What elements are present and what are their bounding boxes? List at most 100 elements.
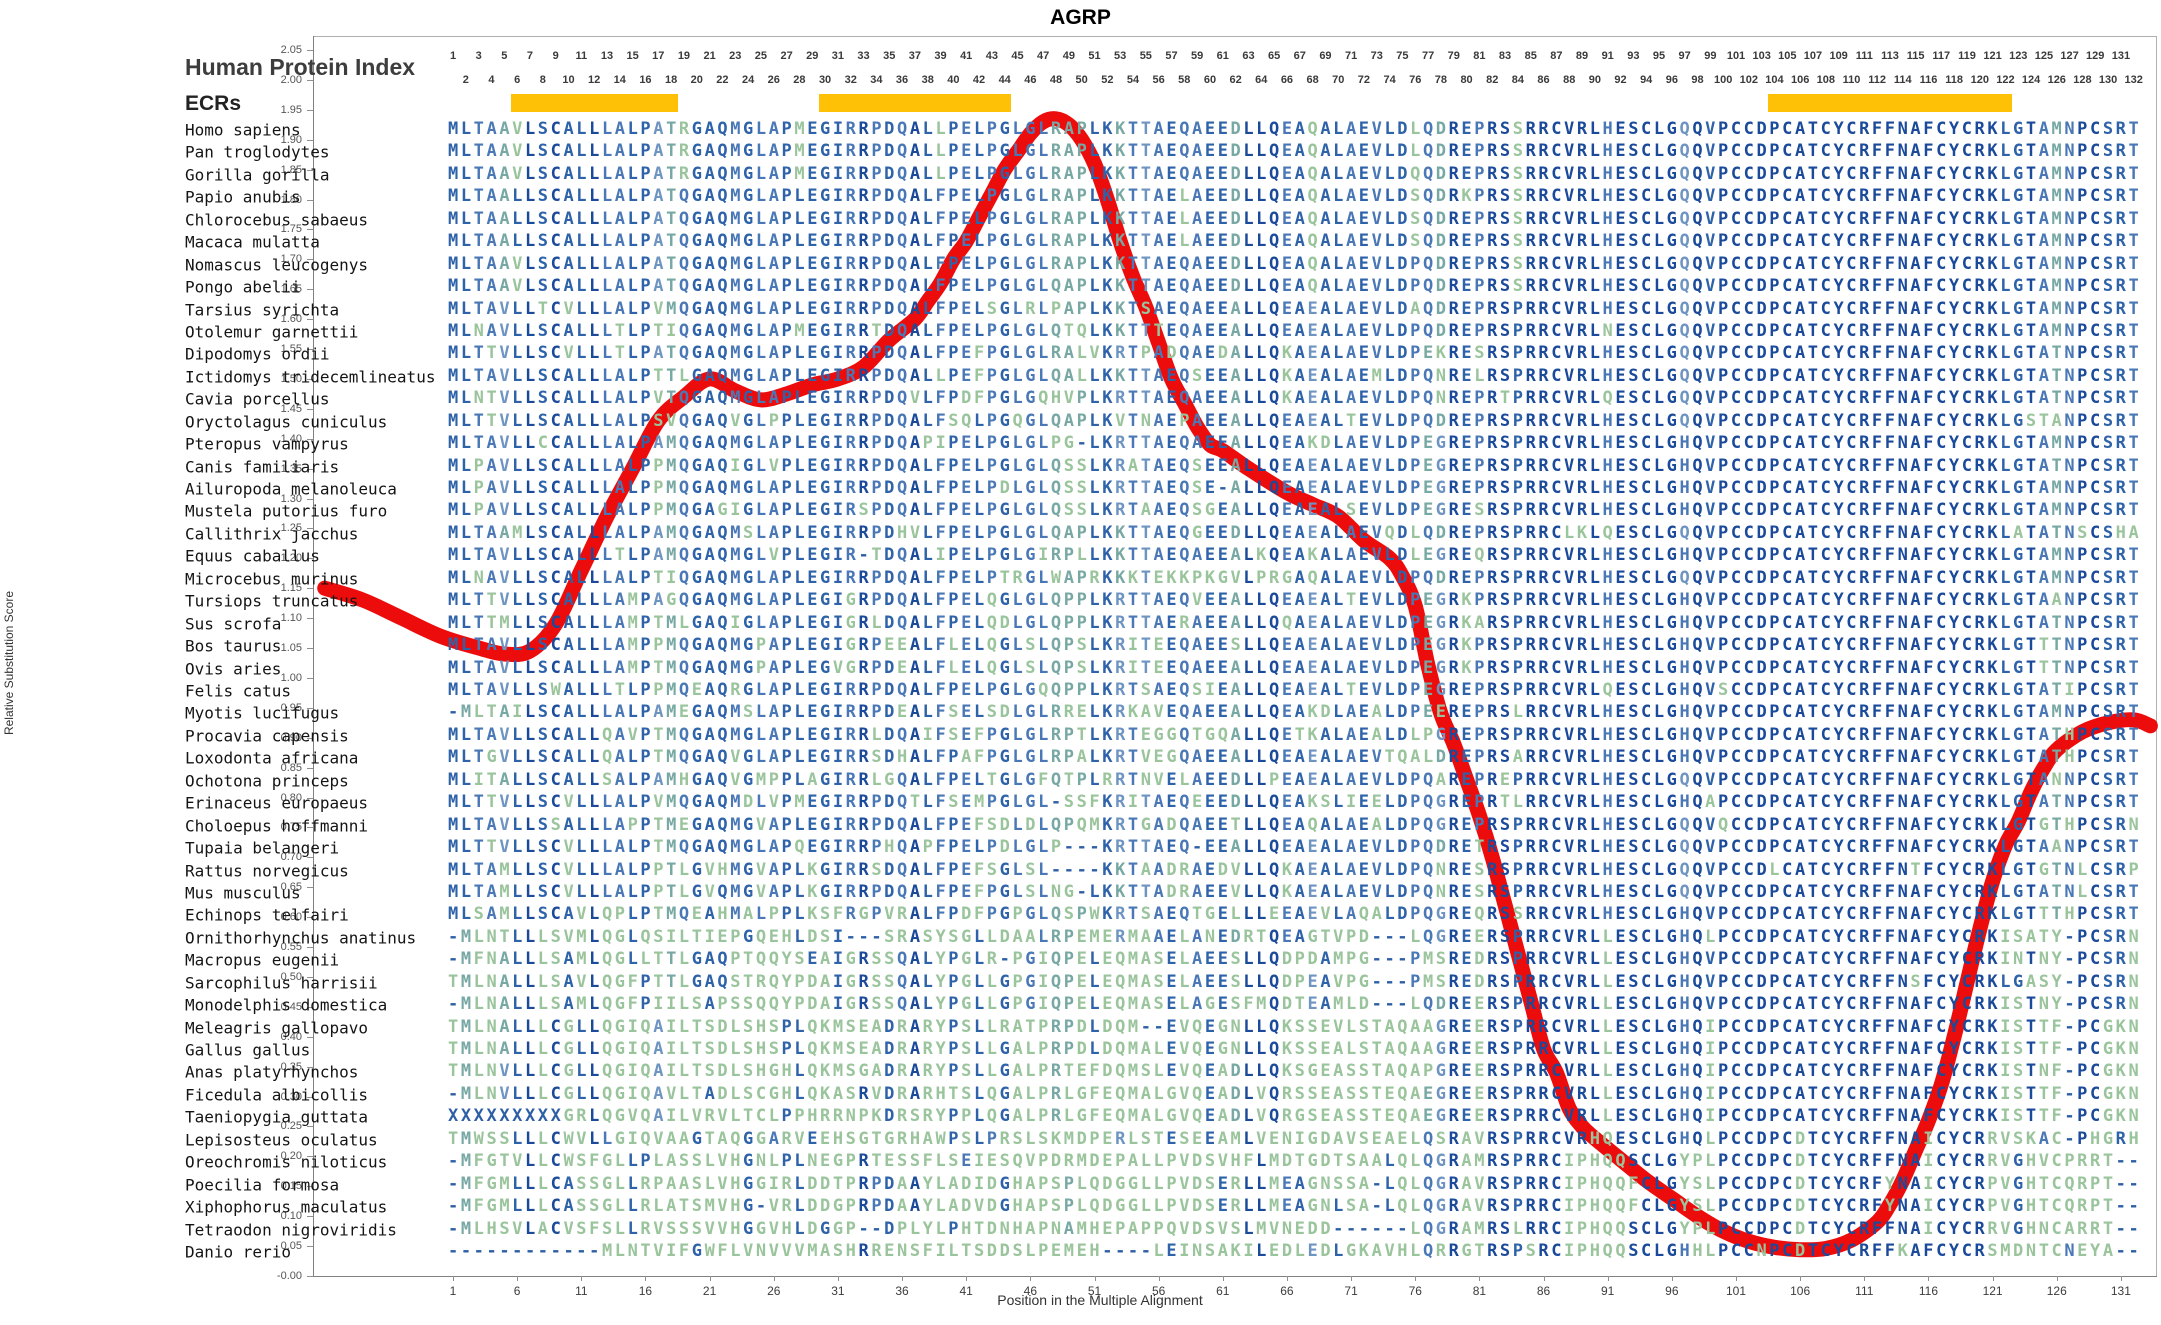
y-tick-label: 1.40 bbox=[280, 432, 302, 445]
x-tick-mark bbox=[1094, 1276, 1096, 1281]
alignment-row: MLTAVLLSWALLLTLPPMQEAQRGLAPLEGIRRPDQALFP… bbox=[448, 680, 2142, 701]
y-tick-label: 1.35 bbox=[280, 462, 302, 475]
alignment-row: MLTAMLLSCVLLLALPPTLGVQMGVAPLKGIRRPDQALFP… bbox=[448, 882, 2142, 903]
ruler-number: 107 bbox=[1803, 50, 1823, 62]
alignment-row: MLTAAVLSCALLLALPATRGAQMGLAPMEGIRRPDQALLP… bbox=[448, 164, 2142, 185]
species-name: Procavia capensis bbox=[185, 726, 349, 746]
species-name: Erinaceus europaeus bbox=[185, 793, 369, 813]
alignment-row: TMLNALLLSAVLQGFPTTLGAQSTRQYPDAIGRSSQALYP… bbox=[448, 971, 2142, 992]
ruler-number: 109 bbox=[1829, 50, 1848, 62]
x-tick-label: 126 bbox=[2046, 1284, 2067, 1298]
ruler-number: 63 bbox=[1242, 50, 1255, 62]
y-tick-label: 0.45 bbox=[280, 1000, 302, 1013]
species-name: Tetraodon nigroviridis bbox=[185, 1220, 397, 1240]
y-tick-label: 0.55 bbox=[280, 941, 302, 954]
species-name: Lepisosteus oculatus bbox=[185, 1130, 378, 1150]
ruler-number: 114 bbox=[1893, 74, 1912, 86]
ruler-number: 74 bbox=[1383, 74, 1396, 86]
alignment-row: MLTAALLSCALLLALPATQGAQMGLAPLEGIRRPDQALFP… bbox=[448, 186, 2142, 207]
ruler-number: 22 bbox=[716, 74, 729, 86]
ruler-number: 43 bbox=[985, 50, 998, 62]
species-name: Otolemur garnettii bbox=[185, 322, 359, 342]
ruler-number: 97 bbox=[1678, 50, 1691, 62]
alignment-row: MLTAALLSCALLLALPATQGAQMGLAPLEGIRRPDQALFP… bbox=[448, 231, 2142, 252]
y-tick-mark bbox=[307, 707, 313, 709]
x-tick-label: 121 bbox=[1982, 1284, 2003, 1298]
ruler-number: 4 bbox=[488, 74, 495, 86]
ruler-number: 76 bbox=[1409, 74, 1422, 86]
ruler-number: 11 bbox=[575, 50, 588, 62]
alignment-row: TMLNVLLLCGLLQGIQAILTSDLSHGHLQKMSGADRARYP… bbox=[448, 1061, 2142, 1082]
y-tick-label: 1.85 bbox=[280, 163, 302, 176]
y-axis-line bbox=[313, 36, 314, 1277]
x-tick-mark bbox=[1030, 1276, 1032, 1281]
y-tick-mark bbox=[307, 1006, 313, 1008]
ruler-number: 6 bbox=[514, 74, 521, 86]
y-tick-label: 1.20 bbox=[280, 552, 302, 565]
ruler-number: 3 bbox=[475, 50, 482, 62]
x-tick-label: 66 bbox=[1280, 1284, 1294, 1298]
y-tick-mark bbox=[307, 169, 313, 171]
species-name: Pan troglodytes bbox=[185, 142, 330, 162]
ruler-number: 115 bbox=[1906, 50, 1925, 62]
alignment-row: MLNAVLLSCALLLTLPTIQGAQMGLAPMEGIRRTDQALFP… bbox=[448, 321, 2142, 342]
species-name: Tursiops truncatus bbox=[185, 591, 359, 611]
species-name: Felis catus bbox=[185, 681, 291, 701]
alignment-row: -MLNVLLLCGLLQGIQAVLTADLSCGHLQKASRVDRARHT… bbox=[448, 1084, 2142, 1105]
species-name: Meleagris gallopavo bbox=[185, 1018, 369, 1038]
ruler-number: 117 bbox=[1932, 50, 1951, 62]
ruler-number: 24 bbox=[741, 74, 755, 86]
ecr-region-bar bbox=[818, 94, 1012, 112]
y-tick-mark bbox=[307, 1186, 313, 1188]
x-tick-mark bbox=[1351, 1276, 1353, 1281]
alignment-row: MLTAAVLSCALLLALPATQGAQMGLAPLEGIRRPDQALFP… bbox=[448, 253, 2142, 274]
y-tick-label: 1.10 bbox=[280, 612, 302, 625]
species-name: Tupaia belangeri bbox=[185, 838, 340, 858]
ruler-number: 64 bbox=[1255, 74, 1268, 86]
ruler-number: 79 bbox=[1447, 50, 1460, 62]
alignment-row: MLTAAVLSCALLLALPATRGAQMGLAPMEGIRRPDQALLP… bbox=[448, 119, 2142, 140]
alignment-row: MLTTVLLSCVLLLALPVMQGAQMDLVPMEGIRRPDQTLFS… bbox=[448, 792, 2142, 813]
ruler-number: 126 bbox=[2047, 74, 2066, 86]
ruler-number: 75 bbox=[1396, 50, 1409, 62]
y-tick-label: 0.50 bbox=[280, 970, 302, 983]
x-axis-line bbox=[313, 1276, 2157, 1277]
x-tick-label: 16 bbox=[638, 1284, 653, 1298]
ruler-number: 30 bbox=[818, 74, 832, 86]
ruler-number: 35 bbox=[883, 50, 896, 62]
y-tick-label: 1.25 bbox=[280, 522, 302, 535]
x-tick-mark bbox=[581, 1276, 583, 1281]
y-tick-label: 1.80 bbox=[280, 193, 302, 206]
species-name: Callithrix jacchus bbox=[185, 524, 359, 544]
y-tick-mark bbox=[307, 1216, 313, 1218]
y-tick-mark bbox=[307, 797, 313, 799]
ruler-number: 111 bbox=[1855, 50, 1873, 62]
ruler-number: 2 bbox=[462, 74, 469, 86]
x-tick-label: 96 bbox=[1665, 1284, 1679, 1298]
y-tick-mark bbox=[307, 349, 313, 351]
ruler-number: 33 bbox=[857, 50, 870, 62]
ruler-number: 131 bbox=[2111, 50, 2131, 62]
x-tick-label: 61 bbox=[1216, 1284, 1230, 1298]
page-title: AGRP bbox=[1050, 6, 1111, 29]
alignment-row: MLPAVLLSCALLLALPPMQGAQMGLAPLEGIRRPDQALFP… bbox=[448, 478, 2142, 499]
ecr-region-bar bbox=[1768, 94, 2012, 112]
y-tick-label: 0.90 bbox=[280, 731, 302, 744]
alignment-row: MLTAVLLSCALLLAMPTMQGAQMGPAPLEGVGRPDEALFL… bbox=[448, 657, 2142, 678]
x-tick-label: 111 bbox=[1855, 1284, 1874, 1298]
species-name: Pteropus vampyrus bbox=[185, 434, 349, 454]
y-tick-label: 0.10 bbox=[280, 1210, 302, 1223]
ruler-number: 19 bbox=[677, 50, 691, 62]
y-tick-label: 2.05 bbox=[280, 44, 302, 56]
alignment-row: -MLHSVLACVSFSLLRVSSSVVHGGVHLDGGP--DPLYLP… bbox=[448, 1218, 2142, 1239]
species-name: Rattus norvegicus bbox=[185, 861, 349, 881]
ruler-number: 23 bbox=[729, 50, 742, 62]
species-name: Nomascus leucogenys bbox=[185, 255, 369, 275]
x-tick-mark bbox=[902, 1276, 904, 1281]
y-tick-mark bbox=[307, 648, 313, 650]
x-tick-mark bbox=[1992, 1276, 1994, 1281]
x-tick-label: 26 bbox=[767, 1284, 781, 1298]
ruler-number: 27 bbox=[780, 50, 793, 62]
alignment-row: -MLNALLLSAMLQGFPIILSAPSSQQYPDAIGRSSQALYP… bbox=[448, 994, 2142, 1015]
ruler-number: 78 bbox=[1434, 74, 1448, 86]
